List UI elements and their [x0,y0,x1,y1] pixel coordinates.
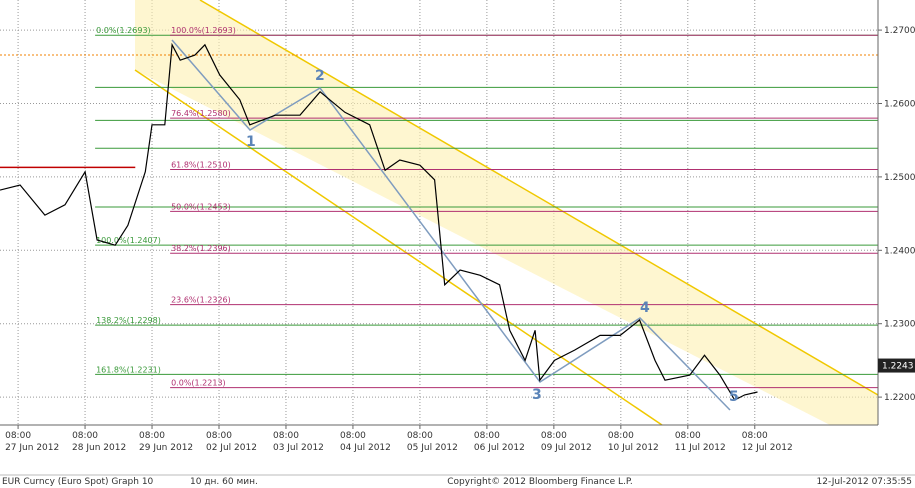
fib-label: 50.0%(1.2453) [171,202,231,211]
fib-label: 61.8%(1.2510) [171,161,231,170]
x-date-label: 06 Jul 2012 [474,443,525,453]
x-tick-label: 08:00 [5,431,31,441]
wave-label: 4 [640,300,650,316]
y-tick-label: 1.2700 [884,26,915,36]
x-date-label: 09 Jul 2012 [541,443,592,453]
y-tick-label: 1.2500 [884,173,915,183]
fib-label: 0.0%(1.2693) [96,26,151,35]
x-tick-label: 08:00 [273,431,299,441]
x-tick-label: 08:00 [206,431,232,441]
last-price-box [878,358,915,373]
x-tick-label: 08:00 [675,431,701,441]
x-date-label: 03 Jul 2012 [273,443,324,453]
x-date-label: 28 Jun 2012 [72,443,126,453]
channel-upper [199,0,879,396]
fib-label: 23.6%(1.2326) [171,296,231,305]
wave-label: 5 [729,389,739,405]
footer-period: 10 дн. 60 мин. [190,477,258,487]
price [0,42,758,401]
y-tick-label: 1.2600 [884,99,915,109]
fib-label: 100.0%(1.2693) [171,26,236,35]
x-date-label: 11 Jul 2012 [675,443,726,453]
x-tick-label: 08:00 [742,431,768,441]
x-date-label: 12 Jul 2012 [742,443,793,453]
footer-copyright: Copyright© 2012 Bloomberg Finance L.P. [447,477,632,487]
fib-label: 0.0%(1.2213) [171,379,226,388]
x-tick-label: 08:00 [340,431,366,441]
footer-instrument: EUR Curncy (Euro Spot) Graph 10 [2,477,154,487]
wave-label: 2 [315,68,325,84]
channel-lower [134,69,663,426]
x-tick-label: 08:00 [541,431,567,441]
wave-label: 3 [532,387,542,403]
x-date-label: 29 Jun 2012 [139,443,193,453]
fib-label: 100.0%(1.2407) [96,236,161,245]
x-tick-label: 08:00 [407,431,433,441]
price-line [0,42,758,401]
channel [135,0,878,425]
last-price-label: 1.2243 [882,362,914,372]
x-date-label: 10 Jul 2012 [608,443,659,453]
x-date-label: 02 Jul 2012 [206,443,257,453]
x-tick-label: 08:00 [474,431,500,441]
y-tick-label: 1.2200 [884,393,915,403]
fib-label: 138.2%(1.2298) [96,316,161,325]
fib-label: 161.8%(1.2231) [96,365,161,374]
x-date-label: 04 Jul 2012 [340,443,391,453]
x-date-label: 27 Jun 2012 [5,443,59,453]
footer-timestamp: 12-Jul-2012 07:35:55 [817,477,913,487]
fib-label: 38.2%(1.2396) [171,244,231,253]
wave-label: 1 [246,134,256,150]
x-tick-label: 08:00 [139,431,165,441]
x-tick-label: 08:00 [608,431,634,441]
x-date-label: 05 Jul 2012 [407,443,458,453]
wave-line [171,39,731,411]
axes: 1.2200 1.2300 1.2400 1.2500 1.2600 1.2700 08:0… [5,26,915,453]
y-tick-label: 1.2400 [884,246,915,256]
fib-label: 76.4%(1.2580) [171,109,231,118]
x-tick-label: 08:00 [72,431,98,441]
levels: 0.0%(1.2693) 100.0%(1.2407) 138.2%(1.2298)… [0,26,878,389]
y-tick-label: 1.2300 [884,320,915,330]
